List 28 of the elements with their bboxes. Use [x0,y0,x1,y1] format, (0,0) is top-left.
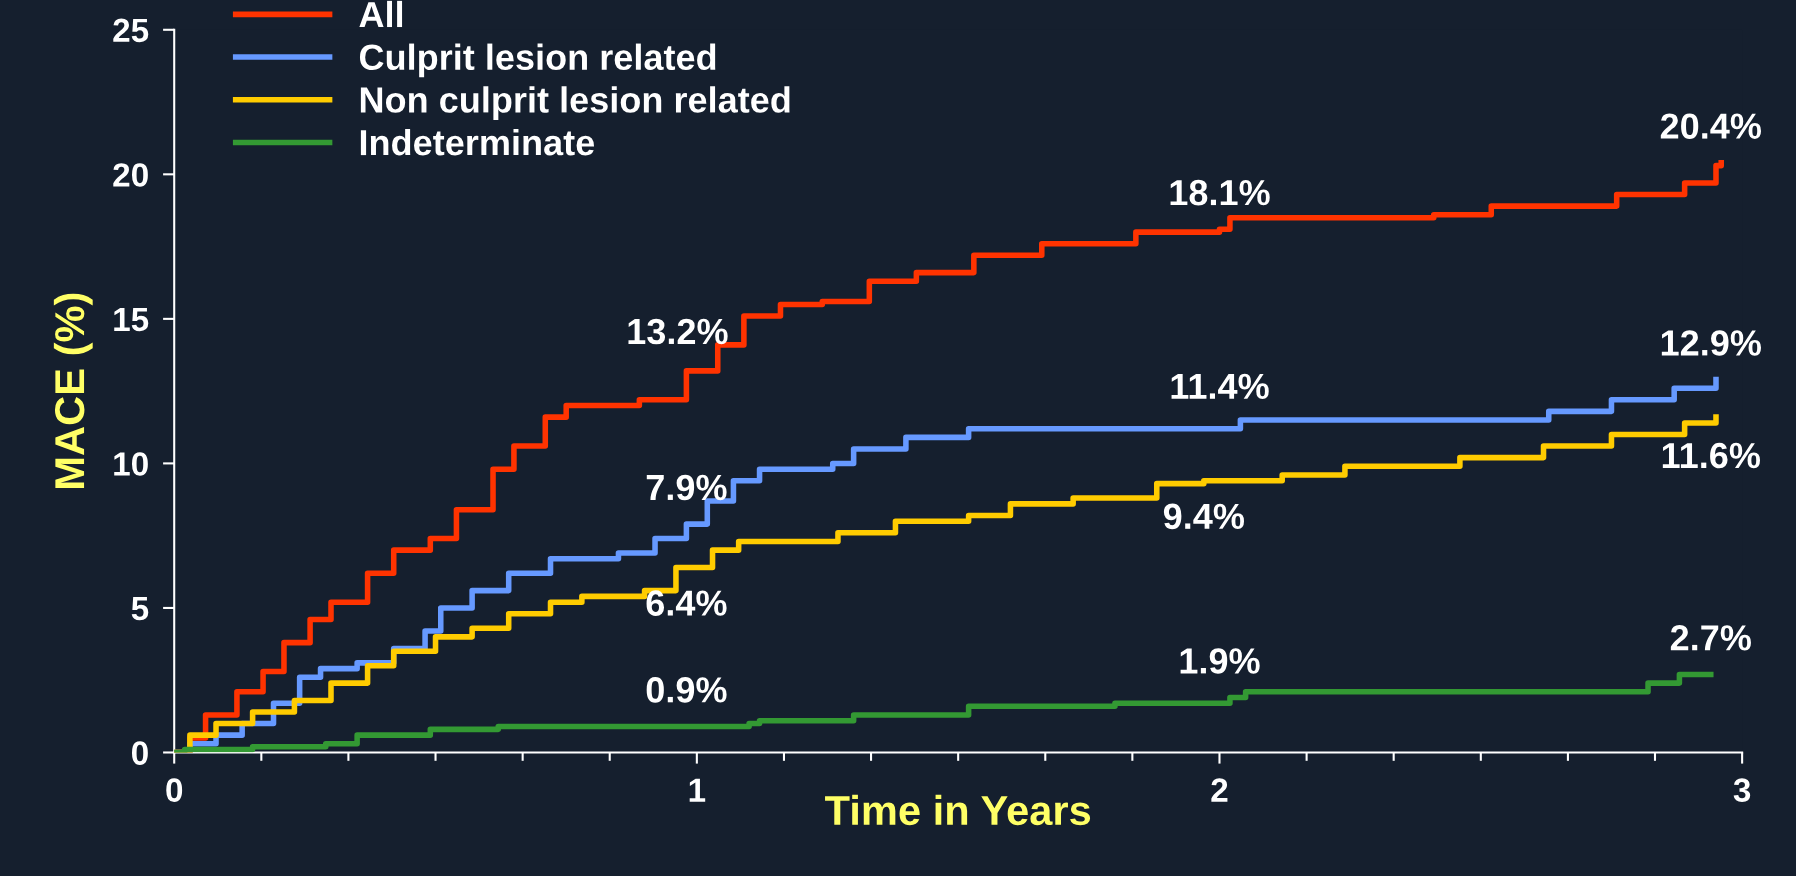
y-axis-title: MACE (%) [53,293,93,488]
x-tick-label: 3 [1733,778,1751,803]
y-tick-label: 10 [114,452,148,476]
annotation: 6.4% [646,590,727,616]
annotation: 7.9% [646,474,727,501]
annotation: 9.4% [1163,503,1245,530]
annotation: 18.1% [1170,179,1270,206]
annotation: 12.9% [1661,330,1762,356]
y-tick-label: 15 [114,308,149,332]
x-tick-label: 0 [166,778,183,802]
x-axis-title: Time in Years [825,794,1091,826]
annotation: 0.9% [646,677,727,703]
legend-label: Non culprit lesion related [360,86,790,120]
y-tick-label: 5 [131,597,149,621]
x-tick-label: 1 [689,778,706,802]
annotation: 2.7% [1670,625,1751,651]
annotation: 20.4% [1660,113,1762,139]
annotation: 1.9% [1180,648,1260,674]
annotation: 11.4% [1171,373,1269,400]
annotation: 11.6% [1662,442,1761,469]
y-tick-label: 20 [113,163,148,187]
legend-label: All [359,0,403,28]
y-tick-label: 0 [131,741,148,765]
legend-label: Culprit lesion related [359,43,716,78]
annotation: 13.2% [628,318,728,345]
x-tick-label: 2 [1211,778,1228,802]
y-tick-label: 25 [113,18,149,43]
legend-label: Indeterminate [360,128,595,156]
